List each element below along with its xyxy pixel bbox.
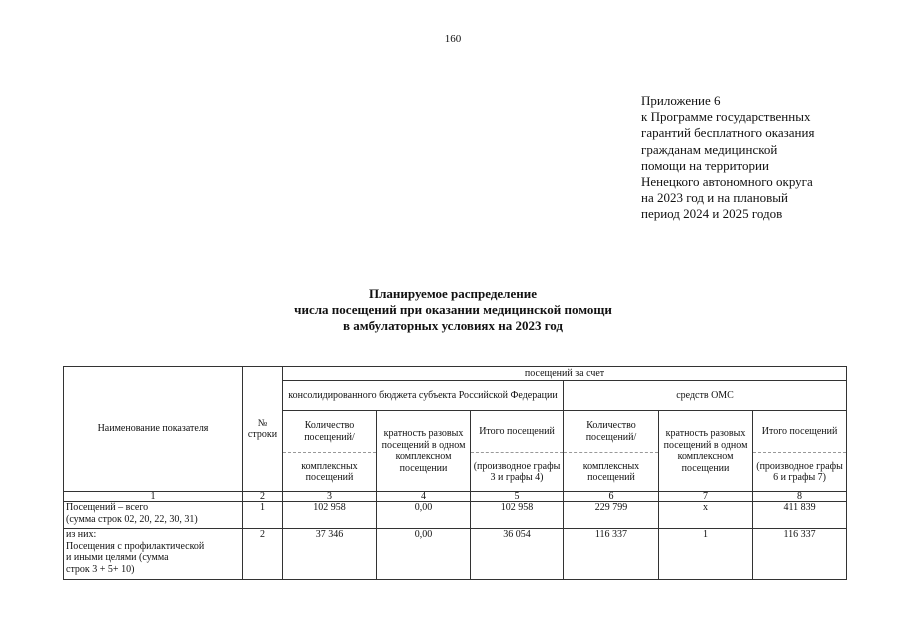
appendix-line: на 2023 год и на плановый — [641, 190, 788, 206]
row-cell: 102 958 — [470, 501, 564, 529]
title-line: Планируемое распределение — [369, 286, 537, 301]
column-number: 4 — [376, 491, 471, 502]
header-total-top: Итого посещений — [751, 410, 848, 453]
appendix-line: Ненецкого автономного округа — [641, 174, 813, 190]
header-count-top: Количество посещений/ — [282, 410, 377, 453]
appendix-note: Приложение 6 к Программе государственных… — [641, 93, 814, 223]
header-name: Наименование показателя — [63, 366, 243, 492]
header-total-bottom: (производное графы 6 и графы 7) — [751, 452, 848, 492]
header-count-bottom: комплексных посещений — [282, 452, 377, 492]
column-number: 5 — [470, 491, 564, 502]
appendix-line: помощи на территории — [641, 157, 769, 173]
appendix-line: гражданам медицинской — [641, 141, 778, 157]
row-name: из них: Посещения с профилактической и и… — [63, 528, 243, 580]
appendix-line: к Программе государственных — [641, 109, 811, 125]
column-number: 1 — [63, 491, 243, 502]
header-count-bottom: комплексных посещений — [563, 452, 659, 492]
row-cell: 411 839 — [751, 501, 848, 529]
row-cell: 102 958 — [282, 501, 377, 529]
table-row: из них: Посещения с профилактической и и… — [63, 528, 848, 580]
column-number: 7 — [658, 491, 753, 502]
title-line: числа посещений при оказании медицинской… — [294, 302, 612, 317]
visits-table: Наименование показателя № строки посещен… — [63, 366, 848, 580]
appendix-line: Приложение 6 — [641, 93, 721, 108]
row-name: Посещений – всего (сумма строк 02, 20, 2… — [63, 501, 243, 529]
header-row-no: № строки — [242, 366, 283, 492]
row-cell: 1 — [242, 501, 283, 529]
header-ratio: кратность разовых посещений в одном комп… — [376, 410, 471, 492]
header-total-bottom: (производное графы 3 и графы 4) — [470, 452, 564, 492]
row-cell: 0,00 — [376, 528, 471, 580]
column-number: 6 — [563, 491, 659, 502]
column-number: 3 — [282, 491, 377, 502]
header-budget: консолидированного бюджета субъекта Росс… — [282, 380, 564, 411]
header-visits-by: посещений за счет — [281, 366, 848, 381]
header-ratio: кратность разовых посещений в одном комп… — [658, 410, 753, 492]
column-number: 8 — [751, 491, 848, 502]
appendix-line: период 2024 и 2025 годов — [641, 206, 783, 222]
header-oms: средств ОМС — [562, 380, 848, 411]
row-cell: 0,00 — [376, 501, 471, 529]
row-cell: 1 — [658, 528, 753, 580]
row-cell: 116 337 — [563, 528, 659, 580]
header-total-top: Итого посещений — [470, 410, 564, 453]
row-cell: 2 — [242, 528, 283, 580]
appendix-line: гарантий бесплатного оказания — [641, 125, 815, 141]
column-number: 2 — [242, 491, 283, 502]
row-cell: 36 054 — [470, 528, 564, 580]
document-title: Планируемое распределение числа посещени… — [0, 286, 906, 334]
page-number: 160 — [444, 33, 462, 45]
title-line: в амбулаторных условиях на 2023 год — [342, 318, 563, 333]
row-cell: 116 337 — [751, 528, 848, 580]
table-row: Посещений – всего (сумма строк 02, 20, 2… — [63, 501, 848, 529]
row-cell: x — [658, 501, 753, 529]
row-cell: 37 346 — [282, 528, 377, 580]
header-count-top: Количество посещений/ — [563, 410, 659, 453]
row-cell: 229 799 — [563, 501, 659, 529]
